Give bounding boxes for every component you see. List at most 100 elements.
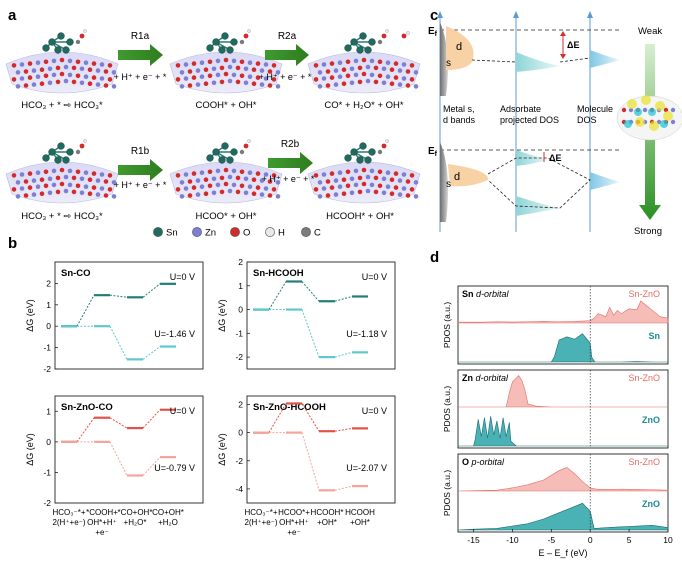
x-tick-label: -10: [506, 535, 519, 545]
x-category-label: +e⁻: [95, 528, 108, 537]
chart-frame: [246, 261, 396, 370]
fermi-label-top: Ef: [428, 26, 438, 38]
free-energy-chart-2: -2 -1 0 1 2 ΔG (eV) Sn-HCOOH U=0 V U=-1.18 V: [217, 257, 396, 370]
y-tick-label: -4: [235, 484, 243, 494]
legend-bottom: ZnO: [642, 499, 660, 509]
d-band-label-top: d: [456, 41, 462, 53]
metal-bands-label: Metal s,: [443, 104, 475, 114]
metal-band-top: [440, 22, 448, 96]
series-label: U=0 V: [362, 272, 387, 282]
y-tick-label: 2: [46, 278, 51, 288]
adsorbate-dos-label: projected DOS: [500, 115, 559, 125]
panel-a-letter: a: [8, 7, 17, 24]
x-tick-label: 5: [627, 535, 632, 545]
arrow-label-r2b: R2b: [281, 139, 300, 150]
legend-label-h: H: [278, 228, 285, 239]
legend-label-c: C: [314, 228, 321, 239]
x-category-label: CO+OH*: [152, 508, 184, 517]
pdos-y-label: PDOS (a.u.): [442, 302, 452, 348]
x-category-label: OH*+H⁺: [279, 518, 309, 527]
panel-c-letter: c: [430, 7, 438, 24]
y-tick-label: 0: [46, 437, 51, 447]
adsorbate-dos-label: Adsorbate: [500, 104, 541, 114]
charge-density-image: [616, 95, 682, 141]
x-category-label: +OH*: [350, 518, 370, 527]
series-label: U=0 V: [170, 272, 195, 282]
energy-connector: [301, 432, 320, 491]
catalyst-slab: [307, 29, 421, 94]
legend-top: Sn-ZnO: [628, 457, 660, 467]
y-tick-label: -2: [43, 364, 51, 374]
chart-frame: [54, 395, 204, 504]
x-category-label: +H₂O*: [124, 518, 147, 527]
x-category-label: +H₂O: [158, 518, 178, 527]
energy-connector: [268, 281, 287, 310]
chart-title: Sn-CO: [61, 268, 91, 279]
x-category-label: 2(H⁺+e⁻): [52, 518, 85, 527]
adsorbate-dos-bottom-2: [516, 196, 560, 216]
pdos-x-label: E – E_f (eV): [538, 548, 587, 558]
x-category-label: HCOO*+: [278, 508, 310, 517]
reaction-arrow-r1a: [118, 44, 163, 66]
d-band-label-bottom: d: [454, 171, 460, 183]
x-category-label: HCO₃⁻*+: [52, 508, 85, 517]
d-band-top: [446, 26, 474, 70]
delta-e-head-top-2: [560, 54, 566, 59]
y-tick-label: 0: [46, 321, 51, 331]
arrow-label-r2a: R2a: [278, 31, 297, 42]
catalyst-slab: [5, 139, 119, 204]
axis-metal-head: [437, 11, 443, 18]
pdos-subplot-2: Zn d-orbital Sn-ZnO ZnO PDOS (a.u.): [442, 369, 669, 449]
x-category-label: +OH*: [317, 518, 337, 527]
reaction-arrow-r1b: [118, 159, 163, 181]
s-band-label-bottom: s: [446, 179, 451, 190]
energy-connector: [142, 456, 161, 476]
energy-connector: [334, 351, 353, 358]
y-tick-label: 0: [238, 305, 243, 315]
fermi-label-bottom: Ef: [428, 146, 438, 158]
caption-bottom-2: HCOO* + OH*: [196, 211, 257, 222]
molecule-dos-label: DOS: [577, 115, 597, 125]
y-tick-label: -2: [43, 498, 51, 508]
energy-connector: [334, 485, 353, 491]
y-tick-label: 2: [238, 257, 243, 267]
pdos-title: Sn d-orbital: [462, 289, 510, 299]
free-energy-chart-1: -2 -1 0 1 2 ΔG (eV) Sn-CO U=0 V U=-1.46 V: [25, 261, 204, 374]
energy-connector: [301, 281, 320, 302]
x-category-label: *COOH+: [86, 508, 118, 517]
legend-label-zn: Zn: [205, 228, 216, 239]
arrow-label-r1a: R1a: [131, 31, 150, 42]
molecule-dos-bottom: [590, 172, 620, 190]
axis-adsorbate-head: [513, 11, 519, 18]
pdos-y-label: PDOS (a.u.): [442, 386, 452, 432]
x-category-label: +e⁻: [287, 528, 300, 537]
connector-top: [471, 57, 591, 63]
catalyst-slab-images: [5, 29, 421, 204]
energy-connector: [142, 283, 161, 298]
x-category-label: *CO+OH*: [118, 508, 153, 517]
pdos-area-top: [458, 375, 668, 408]
chart-frame: [246, 395, 396, 504]
pdos-area-bottom: [457, 502, 669, 531]
chart-title: Sn-ZnO-HCOOH: [253, 402, 326, 413]
pdos-subplot-1: Sn d-orbital Sn-ZnO Sn PDOS (a.u.): [442, 285, 669, 365]
energy-connector: [76, 417, 95, 443]
adsorbate-dos-top: [516, 52, 560, 72]
caption-top-2: COOH* + OH*: [196, 100, 257, 111]
caption-bottom-1: HCO₃ + * ⇨ HCO₃*: [21, 211, 103, 222]
y-axis-label: ΔG (eV): [217, 299, 227, 332]
legend-label-sn: Sn: [166, 228, 178, 239]
y-tick-label: 1: [238, 281, 243, 291]
series-label: U=-1.18 V: [346, 329, 387, 339]
free-energy-chart-4: -4 -2 0 2 ΔG (eV) Sn-ZnO-HCOOH U=0 V U=-2.07 V H…: [217, 395, 396, 537]
pdos-area-bottom: [458, 333, 668, 363]
x-category-label: 2(H⁺+e⁻): [244, 518, 277, 527]
caption-top-1: HCO₃ + * ⇨ HCO₃*: [21, 100, 103, 111]
x-category-label: HCOOH: [345, 508, 375, 517]
delta-e-label-top: ΔE: [567, 40, 579, 50]
legend-top: Sn-ZnO: [628, 289, 660, 299]
arrow-sub-r2a: + H⁺ + e⁻ + *: [259, 72, 312, 82]
arrow-sub-r1a: + H⁺ + e⁻ + *: [114, 72, 167, 82]
x-category-label: HCOOH*: [311, 508, 344, 517]
